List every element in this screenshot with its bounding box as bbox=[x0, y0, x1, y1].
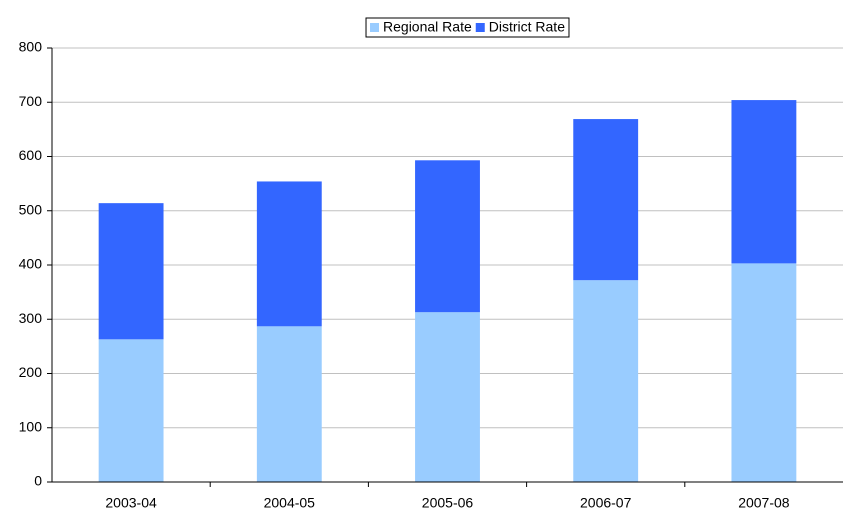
y-tick-label: 700 bbox=[19, 93, 43, 109]
x-tick-label: 2007-08 bbox=[738, 495, 790, 511]
bar-segment bbox=[731, 263, 797, 482]
bar-segment bbox=[573, 280, 639, 482]
y-tick-label: 500 bbox=[19, 201, 43, 217]
bar-segment bbox=[98, 339, 164, 482]
legend: Regional Rate District Rate bbox=[365, 17, 570, 38]
bar-segment bbox=[256, 326, 322, 482]
bar-segment bbox=[415, 160, 480, 313]
bar-segment bbox=[415, 312, 480, 482]
y-tick-label: 100 bbox=[19, 418, 43, 434]
legend-swatch bbox=[370, 23, 380, 32]
y-tick-label: 600 bbox=[19, 147, 43, 163]
x-tick-label: 2005-06 bbox=[422, 495, 474, 511]
x-tick-label: 2006-07 bbox=[580, 495, 632, 511]
legend-swatch bbox=[475, 23, 485, 32]
legend-box bbox=[365, 17, 570, 38]
bar-segment bbox=[98, 203, 164, 340]
legend-label: District Rate bbox=[489, 19, 565, 35]
bar-segment bbox=[731, 100, 797, 264]
legend-label: Regional Rate bbox=[383, 19, 472, 35]
bar-segment bbox=[256, 181, 322, 327]
x-tick-label: 2004-05 bbox=[264, 495, 316, 511]
x-tick-label: 2003-04 bbox=[105, 495, 157, 511]
bar-segment bbox=[573, 119, 639, 281]
y-tick-label: 200 bbox=[19, 364, 43, 380]
y-tick-label: 0 bbox=[34, 473, 42, 489]
y-tick-label: 800 bbox=[19, 39, 43, 55]
y-tick-label: 400 bbox=[19, 256, 43, 272]
y-tick-label: 300 bbox=[19, 310, 43, 326]
